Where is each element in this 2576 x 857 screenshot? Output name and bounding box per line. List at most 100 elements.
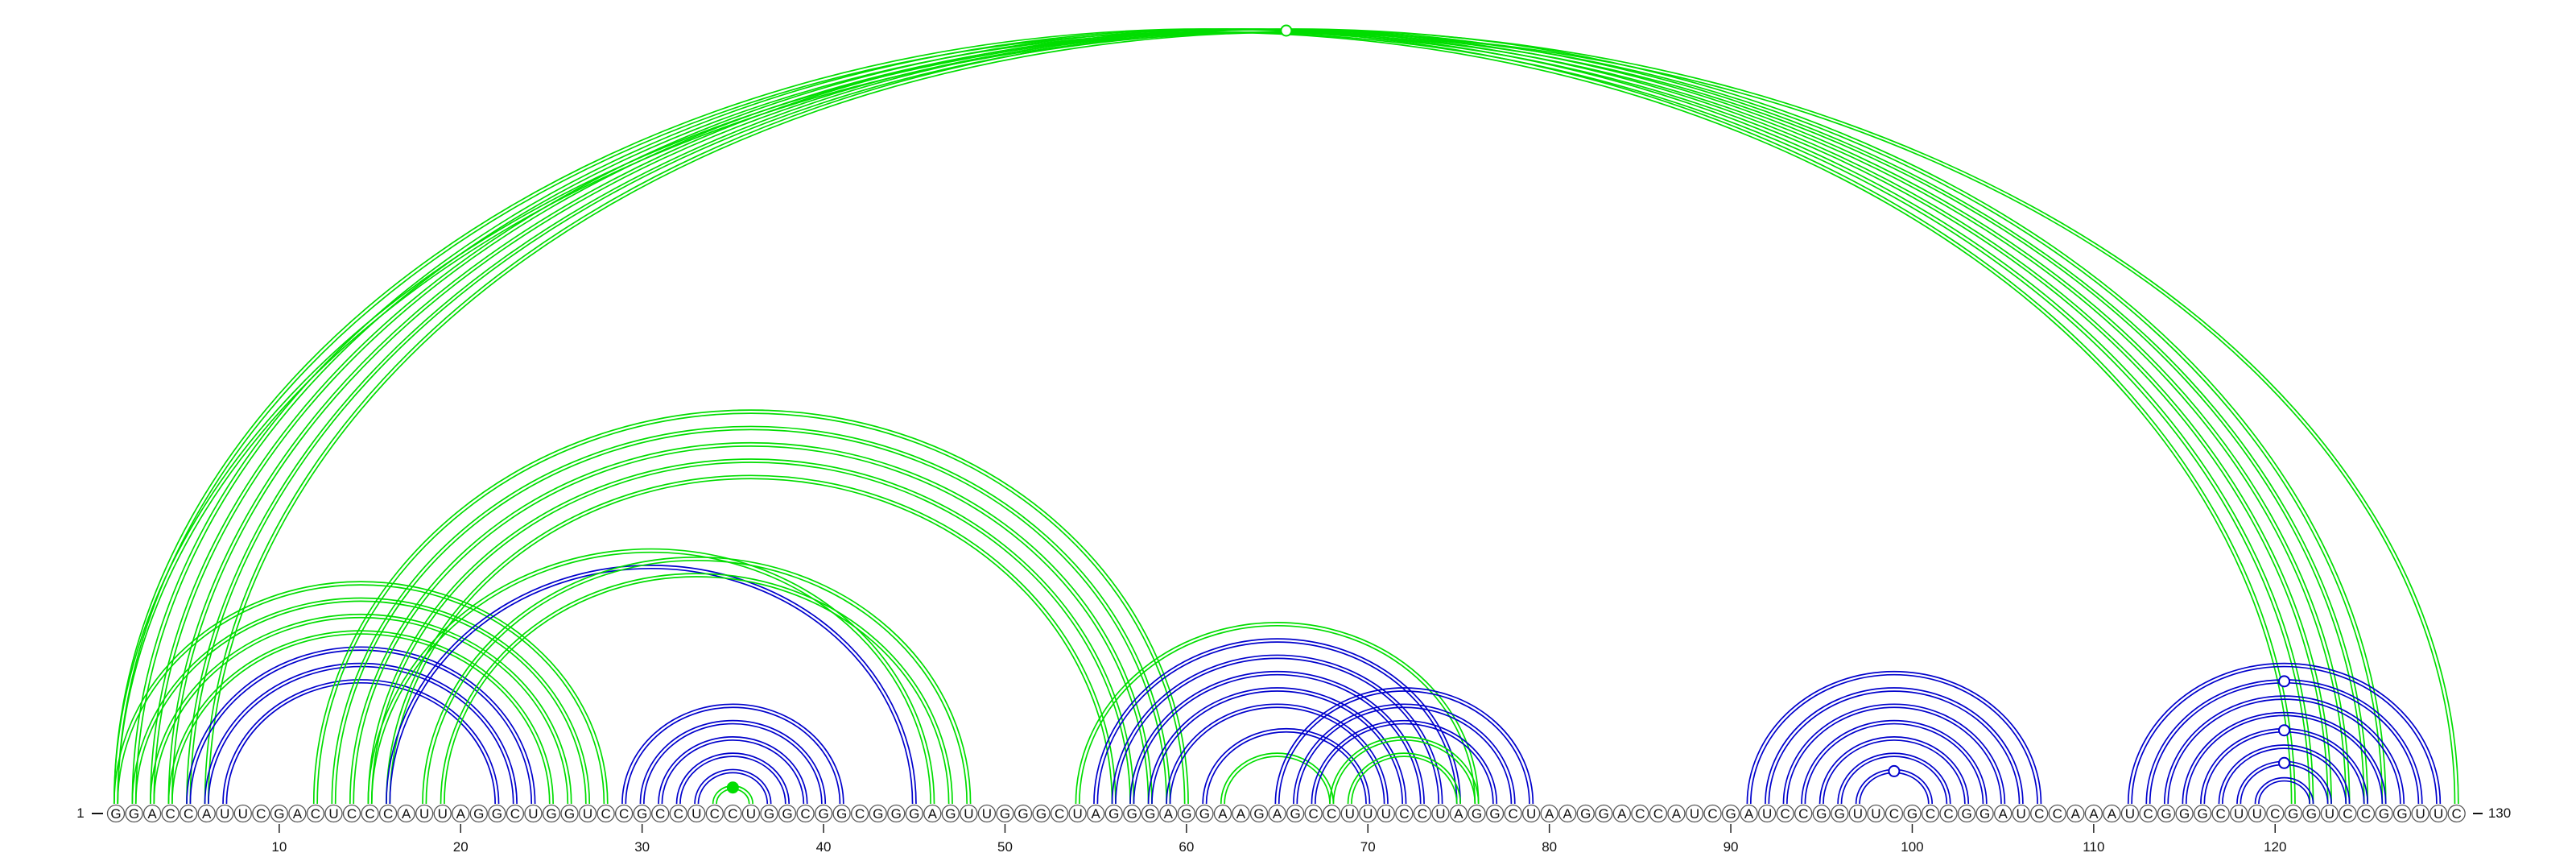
svg-text:G: G xyxy=(2161,806,2171,822)
svg-text:U: U xyxy=(746,806,756,822)
nucleotide: A xyxy=(1612,804,1631,823)
svg-text:G: G xyxy=(2197,806,2207,822)
svg-text:U: U xyxy=(1435,806,1445,822)
base-pair-arc xyxy=(2254,776,2314,805)
svg-text:C: C xyxy=(2215,806,2225,822)
base-pair-arc xyxy=(1129,670,1425,805)
svg-text:A: A xyxy=(2071,806,2081,822)
nucleotide: C xyxy=(850,804,869,823)
nucleotide: C xyxy=(1323,804,1341,823)
nucleotide: U xyxy=(687,804,706,823)
nucleotide: G xyxy=(560,804,579,823)
svg-text:C: C xyxy=(674,806,683,822)
svg-text:G: G xyxy=(1816,806,1827,822)
nucleotide: G xyxy=(1013,804,1033,823)
svg-text:U: U xyxy=(1690,806,1699,822)
nucleotide: G xyxy=(832,804,851,823)
svg-text:G: G xyxy=(909,806,919,822)
nucleotide: G xyxy=(2302,804,2321,823)
nucleotide: U xyxy=(1359,804,1377,823)
svg-text:A: A xyxy=(2089,806,2099,822)
svg-text:C: C xyxy=(1418,806,1427,822)
svg-text:C: C xyxy=(2270,806,2280,822)
svg-text:G: G xyxy=(818,806,828,822)
nucleotide: C xyxy=(2339,804,2357,823)
nucleotide: G xyxy=(2175,804,2194,823)
arc-marker xyxy=(2278,675,2291,688)
nucleotide: C xyxy=(306,804,325,823)
nucleotide: G xyxy=(469,804,488,823)
svg-text:G: G xyxy=(1961,806,1971,822)
nucleotide: C xyxy=(1776,804,1794,823)
nucleotide: G xyxy=(2392,804,2412,823)
nucleotide: A xyxy=(1558,804,1577,823)
svg-text:C: C xyxy=(2361,806,2371,822)
axis-tick: 100 xyxy=(1901,824,1924,855)
base-pair-arc xyxy=(1075,622,1480,805)
nucleotide: G xyxy=(1595,804,1613,823)
nucleotide: C xyxy=(1703,804,1722,823)
svg-text:G: G xyxy=(1907,806,1918,822)
nucleotide: G xyxy=(542,804,561,823)
nucleotide: U xyxy=(960,804,978,823)
nucleotide: G xyxy=(760,804,778,823)
nucleotide: C xyxy=(1649,804,1668,823)
svg-text:C: C xyxy=(601,806,610,822)
nucleotide: G xyxy=(1032,804,1051,823)
axis-tick: 40 xyxy=(816,824,832,855)
nucleotide: A xyxy=(142,804,162,823)
nucleotide: C xyxy=(361,804,379,823)
svg-text:U: U xyxy=(964,806,973,822)
nucleotide: A xyxy=(197,804,216,823)
svg-text:G: G xyxy=(274,806,284,822)
svg-text:A: A xyxy=(1454,806,1463,822)
svg-text:G: G xyxy=(782,806,792,822)
svg-text:C: C xyxy=(1308,806,1318,822)
base-pair-arc xyxy=(312,409,1189,805)
base-pair-arc xyxy=(1202,727,1371,805)
nucleotide: U xyxy=(433,804,452,823)
nucleotide: A xyxy=(1232,804,1250,823)
nucleotide: G xyxy=(1485,804,1505,823)
nucleotide: U xyxy=(2230,804,2248,823)
svg-text:C: C xyxy=(383,806,393,822)
svg-text:C: C xyxy=(855,806,865,822)
svg-text:U: U xyxy=(982,806,992,822)
nucleotide: C xyxy=(705,804,724,823)
svg-text:U: U xyxy=(2415,806,2425,822)
nucleotide: G xyxy=(814,804,833,823)
tick-label: 110 xyxy=(2083,839,2104,855)
nucleotide: G xyxy=(1123,804,1141,823)
nucleotide: G xyxy=(2375,804,2393,823)
svg-text:U: U xyxy=(1871,806,1880,822)
svg-text:C: C xyxy=(655,806,665,822)
svg-text:A: A xyxy=(928,806,938,822)
svg-text:C: C xyxy=(2053,806,2062,822)
svg-text:C: C xyxy=(619,806,629,822)
nucleotide: C xyxy=(1304,804,1323,823)
svg-text:U: U xyxy=(438,806,448,822)
tick-label: 100 xyxy=(1901,839,1923,855)
nucleotide: U xyxy=(1685,804,1704,823)
start-label: 1 xyxy=(76,805,84,821)
tick-label: 120 xyxy=(2264,839,2286,855)
svg-text:C: C xyxy=(365,806,374,822)
svg-text:G: G xyxy=(1000,806,1010,822)
nucleotide: C xyxy=(1050,804,1069,823)
arc-marker xyxy=(1280,24,1293,37)
axis-tick: 110 xyxy=(2083,824,2104,855)
svg-text:G: G xyxy=(891,806,902,822)
nucleotide: U xyxy=(1867,804,1885,823)
end-label: 130 xyxy=(2488,805,2511,821)
svg-text:C: C xyxy=(1399,806,1409,822)
nucleotide: C xyxy=(597,804,615,823)
nucleotide: A xyxy=(1994,804,2013,823)
arcs-layer xyxy=(113,28,2459,805)
axis-tick: 70 xyxy=(1360,824,1376,855)
svg-text:G: G xyxy=(1835,806,1845,822)
tick-label: 90 xyxy=(1724,839,1739,855)
svg-text:G: G xyxy=(473,806,484,822)
nucleotide: U xyxy=(1340,804,1359,823)
svg-text:C: C xyxy=(1635,806,1645,822)
svg-text:G: G xyxy=(1489,806,1500,822)
